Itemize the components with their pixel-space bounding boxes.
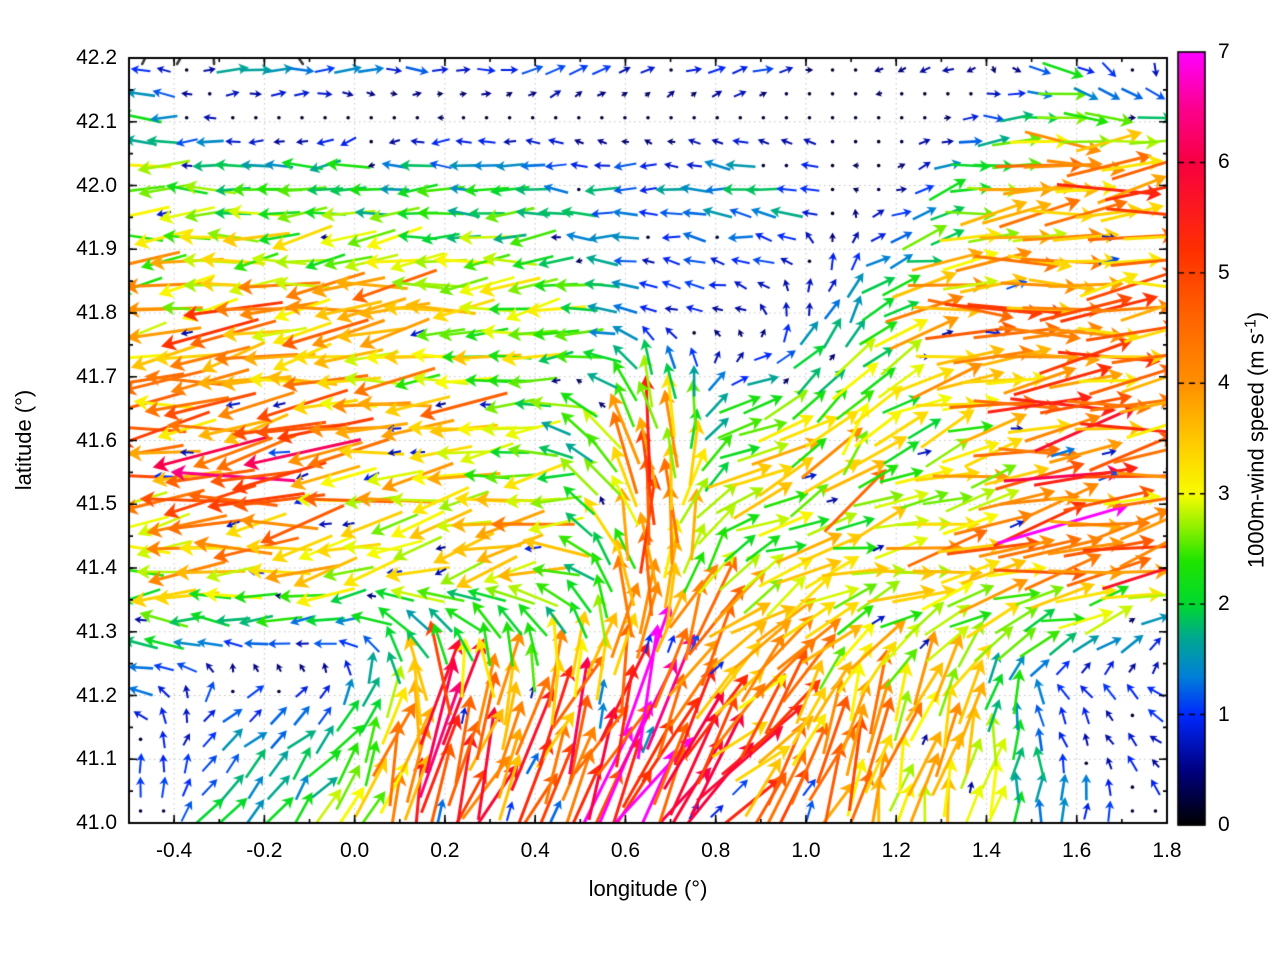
x-tick-label: 0.0	[340, 839, 370, 862]
y-tick-label: 41.0	[76, 811, 117, 834]
y-tick-label: 41.4	[76, 556, 117, 579]
y-tick-label: 41.7	[76, 364, 117, 388]
x-tick-label: 0.4	[520, 839, 550, 862]
x-tick-label: 1.0	[791, 839, 821, 862]
colorbar-label-superscript: -1	[1242, 319, 1260, 334]
colorbar-tick-label: 1	[1218, 702, 1230, 726]
colorbar-tick-label: 5	[1218, 260, 1230, 284]
x-tick-label: -0.4	[156, 839, 193, 862]
y-tick-label: 41.2	[76, 683, 117, 707]
colorbar-axis-label: 1000m-wind speed (m s-1)	[1242, 312, 1269, 568]
colorbar-tick-label: 4	[1218, 371, 1230, 395]
colorbar-tick-label: 3	[1218, 481, 1230, 505]
x-tick-label: 1.6	[1062, 839, 1092, 862]
colorbar-tick-label: 0	[1218, 813, 1230, 836]
y-tick-label: 41.8	[76, 301, 117, 324]
y-tick-label: 41.9	[76, 237, 117, 261]
y-tick-label: 42.0	[76, 173, 117, 197]
x-tick-label: 1.4	[971, 839, 1002, 862]
colorbar-label-text: 1000m-wind speed (m s	[1243, 333, 1269, 569]
x-tick-label: 1.8	[1152, 839, 1182, 862]
y-tick-label: 41.1	[76, 747, 117, 771]
x-tick-label: 1.2	[881, 839, 911, 862]
colorbar-tick-label: 2	[1218, 592, 1230, 616]
y-tick-label: 42.1	[76, 109, 117, 133]
y-tick-label: 41.3	[76, 619, 117, 643]
x-tick-label: 0.6	[610, 839, 641, 862]
y-tick-label: 41.5	[76, 492, 117, 516]
x-tick-label: -0.2	[246, 839, 283, 862]
y-tick-label: 42.2	[76, 46, 117, 69]
y-axis-label: latitude (°)	[11, 389, 36, 491]
x-tick-label: 0.8	[701, 839, 731, 862]
x-tick-label: 0.2	[430, 839, 460, 862]
x-axis-label: longitude (°)	[588, 876, 708, 901]
y-tick-label: 41.6	[76, 428, 117, 452]
colorbar-tick-label: 7	[1218, 40, 1230, 63]
colorbar-label-close: )	[1243, 311, 1269, 320]
colorbar-tick-label: 6	[1218, 150, 1230, 174]
